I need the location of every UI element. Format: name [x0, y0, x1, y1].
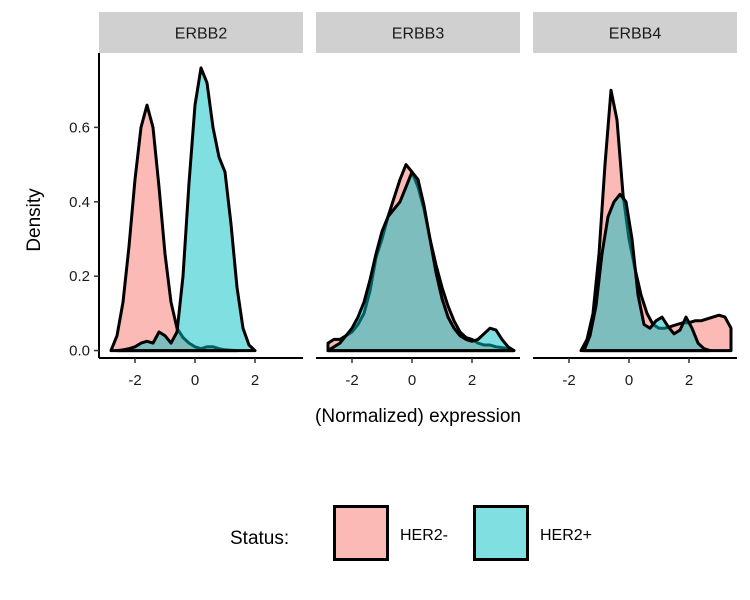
x-tick-label: 0 — [191, 372, 199, 389]
facet-strip — [316, 12, 520, 53]
x-tick-label: -2 — [345, 372, 358, 389]
x-axis-title: (Normalized) expression — [315, 406, 521, 427]
x-tick-label: 0 — [408, 372, 416, 389]
panel-erbb2: ERBB2 -2 0 2 — [99, 12, 303, 389]
facet-strip — [99, 12, 303, 53]
panel-erbb4: ERBB4 -2 0 2 — [533, 12, 737, 389]
x-tick-label: 0 — [625, 372, 633, 389]
legend-key — [473, 505, 529, 561]
y-axis-title: Density — [24, 188, 45, 252]
x-tick-label: 2 — [685, 372, 693, 389]
y-axis: 0.0 0.2 0.4 0.6 — [69, 53, 100, 360]
facet-strip-label: ERBB3 — [392, 26, 445, 43]
density-area-her2plus — [115, 66, 257, 353]
facet-strip — [533, 12, 737, 53]
y-tick-label: 0.2 — [69, 268, 90, 285]
density-area-her2plus — [326, 170, 516, 353]
x-tick-label: 2 — [468, 372, 476, 389]
x-tick-label: -2 — [128, 372, 141, 389]
density-area-her2plus — [582, 192, 712, 353]
legend-entry-label: HER2+ — [540, 527, 592, 544]
y-tick-label: 0.0 — [69, 343, 90, 360]
legend-title: Status: — [230, 528, 289, 549]
x-tick-label: -2 — [562, 372, 575, 389]
legend: Status: HER2- HER2+ — [230, 505, 592, 561]
facet-strip-label: ERBB4 — [609, 26, 662, 43]
panels: ERBB2 -2 0 2 ERBB3 -2 0 2 ERBB4 -2 0 2 0.0 0.2 0.4 0.6 — [69, 12, 737, 389]
x-tick-label: 2 — [251, 372, 259, 389]
y-tick-label: 0.6 — [69, 119, 90, 136]
panel-erbb3: ERBB3 -2 0 2 — [316, 12, 520, 389]
legend-key — [333, 505, 389, 561]
facet-strip-label: ERBB2 — [175, 26, 228, 43]
y-tick-label: 0.4 — [69, 194, 90, 211]
legend-entry-label: HER2- — [400, 527, 448, 544]
